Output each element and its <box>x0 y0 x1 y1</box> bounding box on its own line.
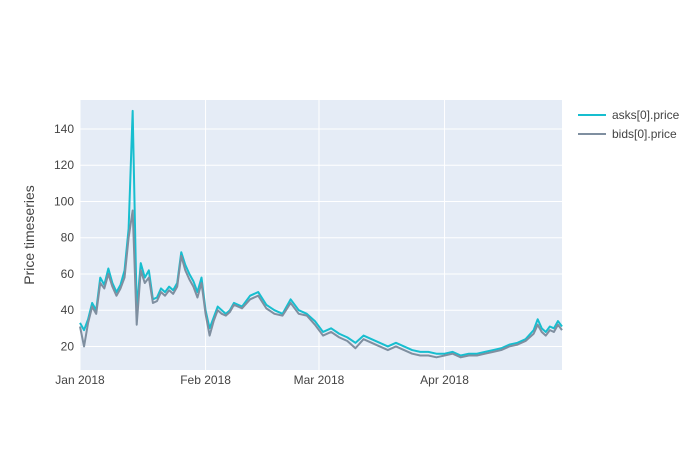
y-tick-label: 60 <box>61 267 75 281</box>
series-line-0 <box>79 109 563 357</box>
legend-item[interactable]: bids[0].price <box>578 127 677 141</box>
legend-label: asks[0].price <box>612 108 680 122</box>
x-axis-ticks: Jan 2018 Feb 2018 Mar 2018 Apr 2018 <box>55 373 469 387</box>
y-tick-label: 120 <box>54 158 74 172</box>
legend-label: bids[0].price <box>612 127 677 141</box>
y-tick-label: 80 <box>61 231 75 245</box>
x-tick-label: Jan 2018 <box>55 373 105 387</box>
y-tick-label: 40 <box>61 303 75 317</box>
plot-background <box>80 100 562 370</box>
legend[interactable]: asks[0].price bids[0].price <box>578 108 680 141</box>
y-tick-label: 100 <box>54 194 74 208</box>
x-tick-label: Feb 2018 <box>180 373 231 387</box>
x-tick-label: Mar 2018 <box>294 373 345 387</box>
legend-item[interactable]: asks[0].price <box>578 108 680 122</box>
y-tick-label: 20 <box>61 339 75 353</box>
series-line-1 <box>79 209 563 359</box>
x-tick-label: Apr 2018 <box>420 373 469 387</box>
y-tick-label: 140 <box>54 122 74 136</box>
y-axis-label: Price timeseries <box>21 185 37 285</box>
y-axis-ticks: 20 40 60 80 100 120 140 <box>54 122 74 353</box>
series-lines <box>79 109 563 359</box>
